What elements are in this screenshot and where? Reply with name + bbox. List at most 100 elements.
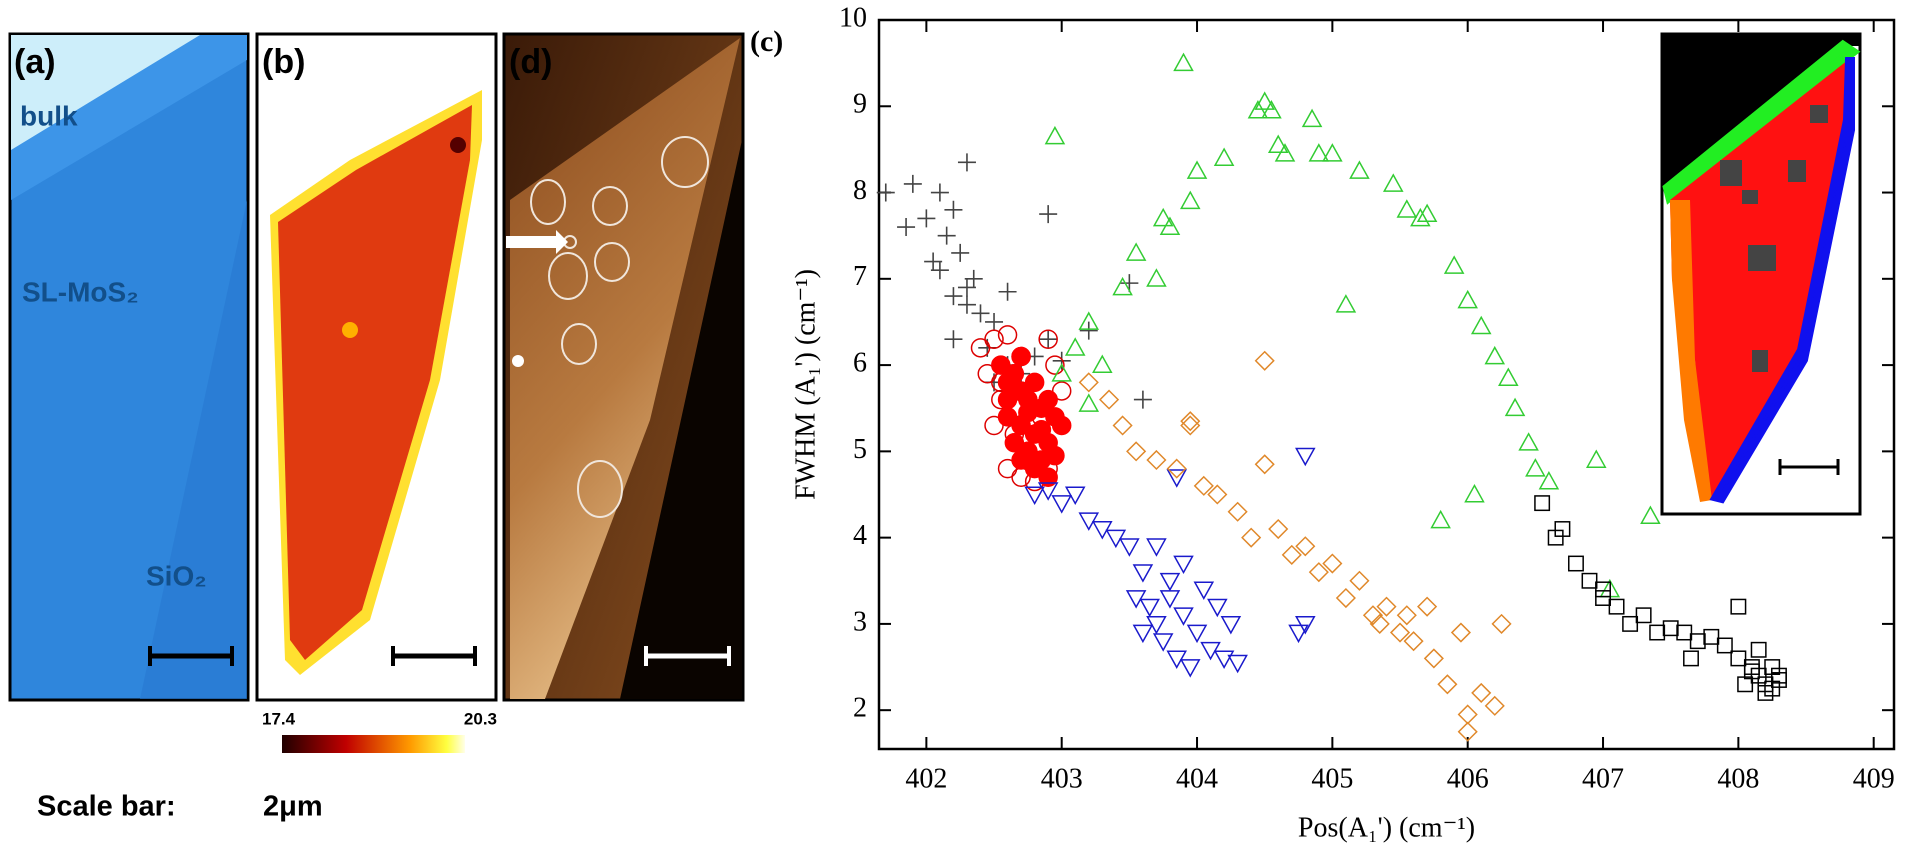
colorbar-max: 20.3 <box>464 709 497 728</box>
x-tick-label: 407 <box>1582 763 1624 794</box>
point <box>1180 411 1201 432</box>
map-region <box>278 105 472 660</box>
point <box>1683 650 1699 667</box>
y-tick-label: 4 <box>853 520 867 551</box>
point <box>985 312 1004 331</box>
point <box>1410 207 1431 227</box>
point <box>1335 294 1357 313</box>
dark-region <box>620 36 742 699</box>
panel-label: (c) <box>750 25 783 58</box>
point <box>876 183 895 202</box>
point <box>1295 536 1316 557</box>
point <box>1443 255 1465 274</box>
point <box>1322 143 1343 162</box>
y-tick-label: 8 <box>853 175 867 206</box>
point <box>917 209 936 228</box>
point <box>1254 454 1275 475</box>
point <box>1064 337 1086 356</box>
point <box>1396 605 1417 626</box>
point <box>957 153 976 172</box>
inset-left <box>1670 200 1712 502</box>
scale-bar-label: Scale bar: <box>37 791 176 823</box>
point <box>1078 372 1099 393</box>
point <box>1471 682 1492 703</box>
point <box>1173 52 1194 72</box>
defect-circles <box>530 136 709 518</box>
point <box>1227 654 1248 674</box>
y-tick-label: 9 <box>853 89 867 120</box>
point <box>957 295 976 314</box>
y-tick-label: 3 <box>853 606 867 637</box>
x-axis-label: Pos(A₁') (cm⁻¹) <box>1298 812 1475 843</box>
point <box>1254 91 1275 110</box>
plot-frame <box>877 18 1896 751</box>
point <box>1689 633 1706 650</box>
point <box>897 218 916 237</box>
point <box>1024 372 1045 393</box>
x-tick-label: 402 <box>905 763 947 794</box>
point <box>1159 572 1181 592</box>
panel-label: (b) <box>262 43 305 81</box>
point <box>1146 268 1167 287</box>
y-tick-label: 2 <box>853 693 867 724</box>
point <box>1152 633 1174 652</box>
point <box>1024 486 1045 506</box>
panel-d: (d) <box>502 32 745 702</box>
x-tick-label: 403 <box>1041 763 1083 794</box>
point <box>1484 695 1505 716</box>
panel-label: (d) <box>509 43 552 81</box>
point <box>1484 345 1506 365</box>
point <box>1078 393 1100 412</box>
panel-a: (a) bulk SL-MoS₂ SiO₂ <box>8 32 250 702</box>
y-tick-label: 10 <box>839 2 867 33</box>
point <box>1159 216 1181 236</box>
y-tick-label: 7 <box>853 261 867 292</box>
point <box>1173 607 1194 626</box>
x-tick-label: 408 <box>1717 763 1759 794</box>
point <box>998 282 1017 301</box>
point <box>1045 445 1065 466</box>
point <box>1396 199 1418 218</box>
point <box>930 261 949 280</box>
point <box>957 278 976 297</box>
point <box>1457 704 1478 725</box>
point <box>1581 572 1598 589</box>
point <box>1051 415 1072 436</box>
point <box>1092 354 1113 374</box>
point <box>1640 505 1661 525</box>
point <box>1193 581 1215 600</box>
point <box>1349 570 1370 591</box>
point <box>1547 529 1564 546</box>
point <box>1261 100 1282 119</box>
point <box>1491 613 1512 634</box>
point <box>1227 501 1248 522</box>
point <box>1568 555 1584 572</box>
point <box>1281 544 1302 565</box>
panel-label: (a) <box>14 43 56 81</box>
point <box>1301 108 1323 128</box>
scatter-plot: 402 403 404 405 406 407 408 409 2 3 4 5 6 7 8 9 10 Pos(A₁… <box>790 2 1896 843</box>
scale-bar-length: 2μm <box>263 791 323 823</box>
point <box>1450 622 1471 643</box>
point <box>1220 615 1242 635</box>
point <box>1322 553 1343 574</box>
point <box>944 330 963 349</box>
point <box>1403 631 1424 652</box>
point <box>1166 469 1188 488</box>
point <box>1112 276 1133 296</box>
point <box>1635 607 1652 624</box>
point <box>1308 562 1329 583</box>
point <box>1052 351 1071 370</box>
point <box>951 243 970 262</box>
y-axis-label: FWHM (A₁') (cm⁻¹) <box>790 269 821 500</box>
point <box>1430 509 1451 529</box>
point <box>1268 518 1289 540</box>
colorbar <box>282 735 465 753</box>
point <box>1267 134 1289 154</box>
point <box>1534 495 1551 512</box>
point <box>1213 147 1235 166</box>
point <box>1180 415 1201 436</box>
point <box>1254 350 1275 371</box>
point <box>1133 390 1152 409</box>
particle <box>512 355 524 367</box>
